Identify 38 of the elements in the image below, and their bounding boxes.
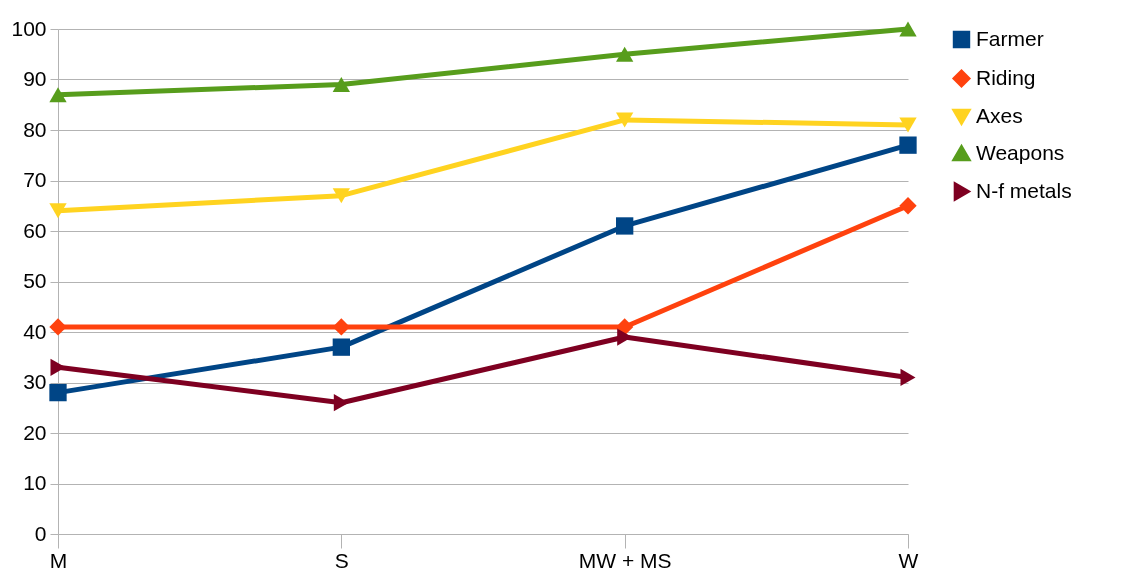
legend-label: Farmer [976, 26, 1044, 50]
point [899, 117, 917, 133]
point [332, 318, 350, 336]
legend-label: Axes [976, 103, 1023, 127]
y-tick-label: 50 [23, 269, 47, 292]
x-tick-label: S [334, 548, 349, 572]
y-tick-label: 60 [23, 218, 47, 242]
y-tick-label: 30 [23, 370, 47, 393]
legend-label: Weapons [976, 140, 1065, 164]
point [332, 338, 350, 356]
point [333, 394, 349, 412]
y-tick-label: 10 [23, 471, 47, 494]
point [616, 112, 634, 128]
x-tick-label: W [898, 548, 919, 572]
y-tick-label: 20 [23, 420, 47, 444]
point [49, 383, 67, 402]
point [616, 318, 634, 336]
point [899, 21, 917, 37]
point [49, 318, 67, 336]
point [616, 217, 634, 235]
x-tick-label: M [49, 548, 68, 572]
point [616, 46, 634, 62]
point [332, 188, 350, 204]
point [900, 368, 916, 387]
point [899, 197, 917, 215]
point [49, 87, 67, 103]
y-tick-label: 70 [23, 168, 47, 191]
legend-label: Riding [976, 65, 1036, 89]
y-tick-label: 0 [34, 521, 47, 545]
y-tick-label: 80 [23, 117, 47, 141]
point [49, 203, 67, 219]
y-tick-label: 100 [11, 16, 47, 40]
point [899, 136, 917, 154]
legend-label: N-f metals [976, 178, 1072, 202]
y-tick-label: 90 [23, 67, 47, 90]
y-tick-label: 40 [23, 319, 47, 343]
point [332, 77, 350, 93]
x-tick-label: MW + MS [578, 548, 672, 572]
